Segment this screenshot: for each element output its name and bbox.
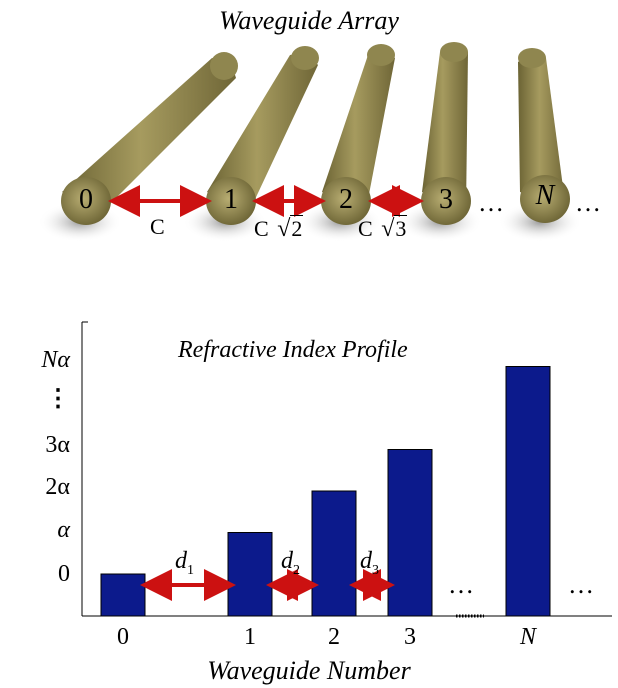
bars-group (100, 366, 551, 617)
y-tick-label-vdots: ⋮ (46, 386, 70, 412)
chart-title: Refractive Index Profile (178, 337, 408, 363)
bar-0 (100, 573, 146, 617)
coupling-c3-symbol: C (358, 216, 373, 241)
waveguide-label-n: N (535, 180, 555, 211)
waveguide-rod-n (498, 48, 582, 242)
coupling-c3-root: 3 (394, 215, 408, 241)
x-tick-label-1: 1 (244, 624, 256, 650)
chart-ellipsis-middle: … (448, 570, 476, 599)
coupling-c2-root: 2 (290, 215, 304, 241)
coupling-label-c3: C √3 (358, 215, 408, 243)
d3-symbol: d (360, 548, 372, 574)
d3-subscript: 3 (372, 562, 379, 578)
waveguide-rod-0 (38, 52, 238, 242)
y-tick-label-2alpha: 2α (45, 474, 70, 500)
x-tick-label-2: 2 (328, 624, 340, 650)
bar-1 (227, 532, 273, 617)
y-tick-label-nalpha: Nα (41, 347, 70, 373)
bar-n (505, 366, 551, 617)
array-title: Waveguide Array (219, 6, 399, 35)
waveguide-label-1: 1 (224, 184, 238, 215)
x-tick-label-3: 3 (404, 624, 416, 650)
sqrt-sign: √ (381, 216, 395, 242)
waveguide-array-drawing (38, 42, 582, 242)
array-ellipsis-middle: … (478, 188, 506, 217)
array-ellipsis-end: … (575, 188, 603, 217)
y-tick-label-alpha: α (57, 517, 70, 543)
d2-subscript: 2 (293, 562, 300, 578)
x-tick-label-0: 0 (117, 624, 129, 650)
coupling-label-c1: C (150, 214, 165, 239)
waveguide-rod-1 (183, 46, 319, 242)
d1-symbol: d (175, 548, 187, 574)
distance-label-d1: d1 (175, 548, 194, 579)
distance-label-d3: d3 (360, 548, 379, 579)
d2-symbol: d (281, 548, 293, 574)
d1-subscript: 1 (187, 562, 194, 578)
x-axis-title: Waveguide Number (207, 656, 411, 685)
bar-3 (387, 449, 433, 617)
coupling-label-c2: C √2 (254, 215, 304, 243)
coupling-c2-symbol: C (254, 216, 269, 241)
waveguide-label-2: 2 (339, 184, 353, 215)
waveguide-label-0: 0 (79, 184, 93, 215)
bar-2 (311, 490, 357, 617)
x-tick-label-n: N (519, 624, 536, 650)
distance-label-d2: d2 (281, 548, 300, 579)
sqrt-sign: √ (277, 216, 291, 242)
chart-ellipsis-end: … (568, 570, 596, 599)
y-tick-label-0: 0 (58, 561, 70, 587)
waveguide-label-3: 3 (439, 184, 453, 215)
y-tick-label-3alpha: 3α (45, 432, 70, 458)
